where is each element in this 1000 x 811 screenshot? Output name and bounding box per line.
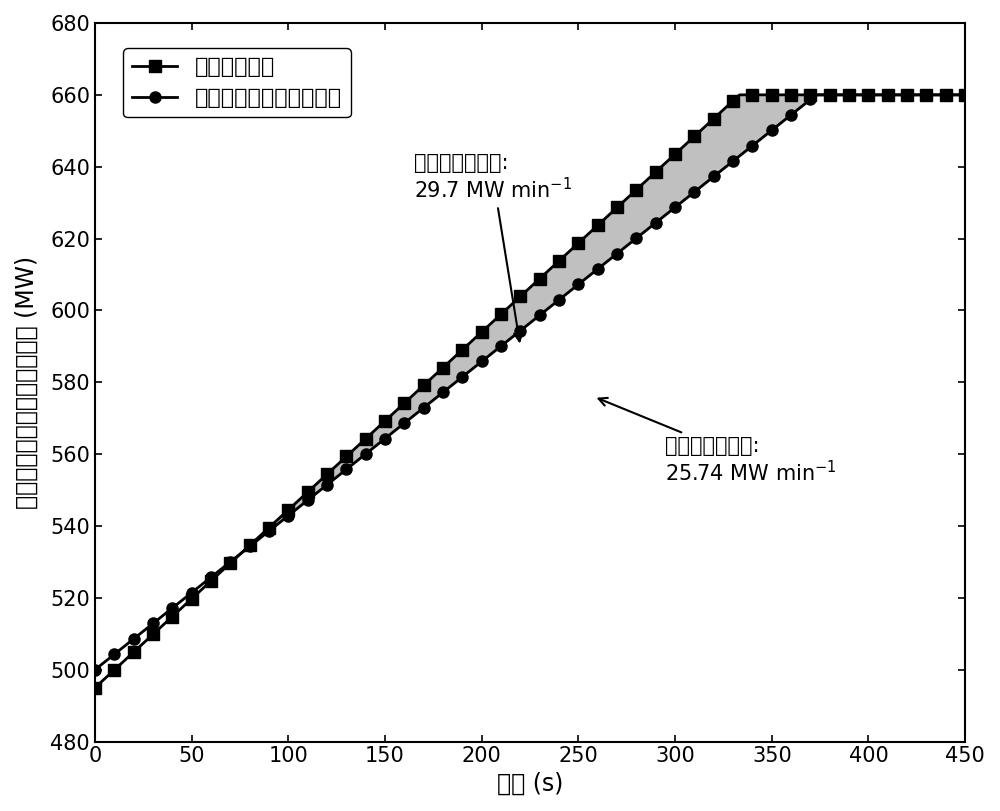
Text: 原定变负荷速率:
29.7 MW min$^{-1}$: 原定变负荷速率: 29.7 MW min$^{-1}$ [414,153,572,341]
Text: 重设变负荷速率:
25.74 MW min$^{-1}$: 重设变负荷速率: 25.74 MW min$^{-1}$ [599,398,837,486]
Legend: 无凝结水节流, 有凝结水节流的负荷分解: 无凝结水节流, 有凝结水节流的负荷分解 [123,49,351,118]
Y-axis label: 机炉协调系统承担的负荷指令 (MW): 机炉协调系统承担的负荷指令 (MW) [15,255,39,508]
X-axis label: 时间 (s): 时间 (s) [497,772,563,796]
